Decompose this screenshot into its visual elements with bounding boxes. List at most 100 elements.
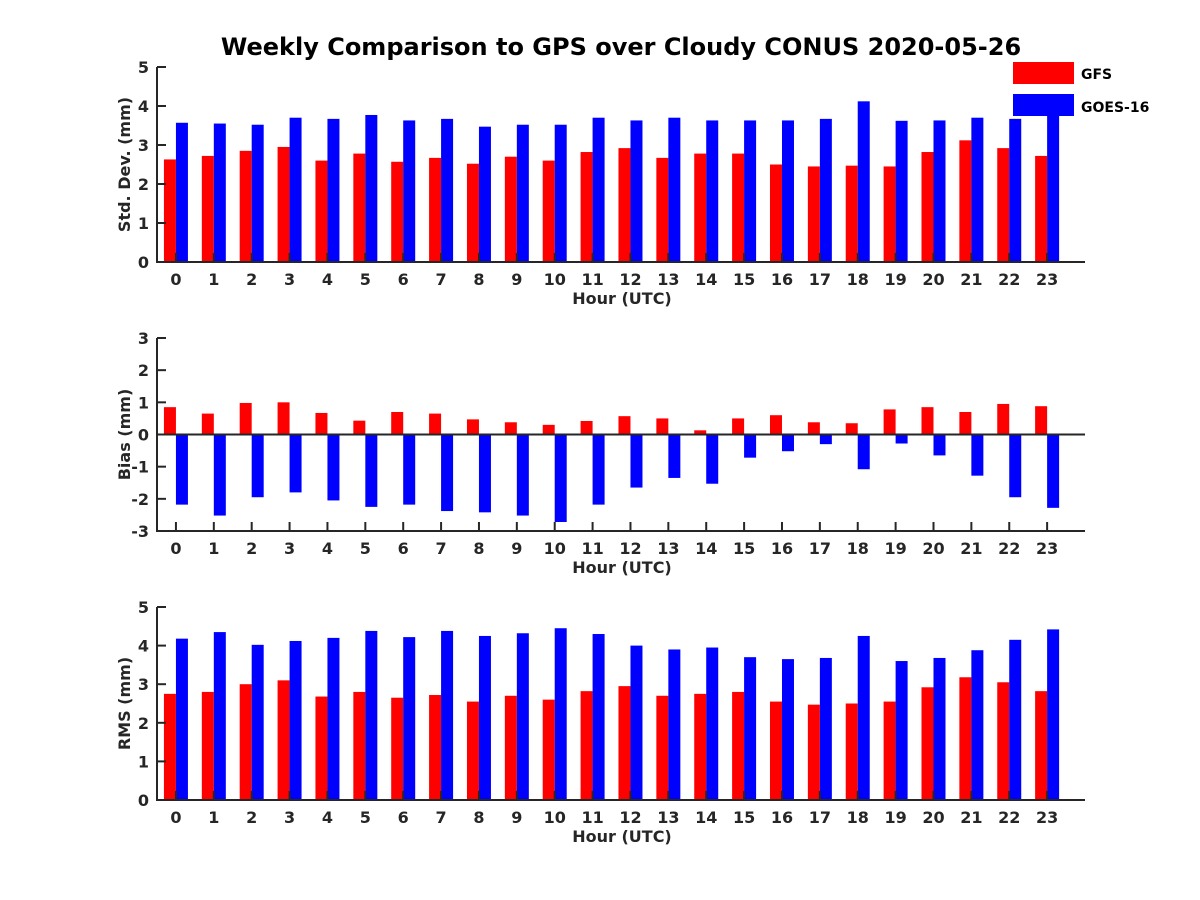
x-tick-label: 1 <box>208 808 219 827</box>
bar-gfs-hour-12 <box>618 148 631 262</box>
x-tick-label: 14 <box>695 270 717 289</box>
y-tick-label: 0 <box>138 253 149 272</box>
bar-gfs-hour-23 <box>1035 406 1048 435</box>
bar-gfs-hour-5 <box>353 420 366 435</box>
y-tick-label: 2 <box>138 175 149 194</box>
bar-gfs-hour-1 <box>201 413 214 435</box>
bar-goes16-hour-0 <box>175 122 188 263</box>
x-tick-label: 17 <box>809 808 831 827</box>
y-tick-label: 3 <box>138 329 149 348</box>
bar-goes16-hour-7 <box>441 630 454 800</box>
bar-gfs-hour-6 <box>391 161 404 262</box>
bar-gfs-hour-13 <box>656 157 669 262</box>
bar-gfs-hour-11 <box>580 691 593 800</box>
bar-goes16-hour-6 <box>403 434 416 505</box>
bar-goes16-hour-17 <box>819 118 832 263</box>
x-tick-label: 0 <box>170 539 181 558</box>
bar-gfs-hour-23 <box>1035 155 1048 262</box>
bar-goes16-hour-4 <box>327 118 340 263</box>
bar-goes16-hour-5 <box>365 114 378 262</box>
bar-goes16-hour-21 <box>971 434 984 476</box>
bar-gfs-hour-19 <box>883 701 896 800</box>
bar-gfs-hour-23 <box>1035 691 1048 800</box>
bar-gfs-hour-19 <box>883 409 896 435</box>
x-tick-label: 20 <box>922 808 944 827</box>
bar-gfs-hour-20 <box>921 407 934 435</box>
bar-goes16-hour-5 <box>365 630 378 800</box>
x-tick-label: 21 <box>960 539 982 558</box>
bar-gfs-hour-6 <box>391 411 404 435</box>
y-axis-label: RMS (mm) <box>115 657 134 750</box>
bar-goes16-hour-23 <box>1047 434 1060 508</box>
bar-goes16-hour-1 <box>213 632 226 800</box>
bar-gfs-hour-16 <box>769 164 782 262</box>
x-tick-label: 2 <box>246 808 257 827</box>
bar-gfs-hour-20 <box>921 152 934 262</box>
x-tick-label: 7 <box>436 270 447 289</box>
x-tick-label: 8 <box>473 539 484 558</box>
bar-gfs-hour-18 <box>845 423 858 435</box>
bar-goes16-hour-16 <box>781 434 794 452</box>
bar-goes16-hour-3 <box>289 640 302 800</box>
x-tick-label: 12 <box>619 808 641 827</box>
bar-goes16-hour-9 <box>516 434 529 516</box>
bar-goes16-hour-12 <box>630 645 643 800</box>
bar-gfs-hour-7 <box>429 413 442 435</box>
bar-goes16-hour-8 <box>478 434 491 513</box>
chart-title: Weekly Comparison to GPS over Cloudy CON… <box>221 33 1021 61</box>
bar-goes16-hour-18 <box>857 101 870 262</box>
x-tick-label: 0 <box>170 808 181 827</box>
bar-goes16-hour-2 <box>251 434 264 498</box>
bar-gfs-hour-7 <box>429 695 442 800</box>
bar-goes16-hour-14 <box>706 647 719 800</box>
x-tick-label: 11 <box>581 808 603 827</box>
bar-goes16-hour-7 <box>441 118 454 263</box>
x-tick-label: 10 <box>544 808 566 827</box>
x-tick-label: 0 <box>170 270 181 289</box>
bar-gfs-hour-17 <box>807 704 820 800</box>
bar-gfs-hour-22 <box>997 148 1010 262</box>
bar-goes16-hour-15 <box>744 434 757 458</box>
bar-goes16-hour-14 <box>706 434 719 484</box>
x-tick-label: 8 <box>473 808 484 827</box>
y-tick-label: 2 <box>138 714 149 733</box>
x-tick-label: 10 <box>544 539 566 558</box>
bar-goes16-hour-6 <box>403 120 416 263</box>
x-tick-label: 12 <box>619 270 641 289</box>
bar-gfs-hour-16 <box>769 415 782 435</box>
x-tick-label: 22 <box>998 539 1020 558</box>
bar-gfs-hour-1 <box>201 691 214 800</box>
bar-goes16-hour-13 <box>668 117 681 262</box>
series-goes16-bars <box>175 434 1060 522</box>
bar-goes16-hour-22 <box>1009 434 1022 498</box>
bar-gfs-hour-2 <box>239 684 252 800</box>
y-tick-label: 4 <box>138 97 149 116</box>
bar-gfs-hour-9 <box>504 156 517 262</box>
bar-goes16-hour-23 <box>1047 629 1060 800</box>
x-tick-label: 3 <box>284 808 295 827</box>
bar-goes16-hour-19 <box>895 434 908 444</box>
bar-goes16-hour-7 <box>441 434 454 512</box>
legend-label-goes16: GOES-16 <box>1081 100 1149 116</box>
series-gfs-bars <box>163 402 1048 435</box>
bar-goes16-hour-6 <box>403 637 416 800</box>
x-tick-label: 2 <box>246 539 257 558</box>
bar-gfs-hour-17 <box>807 422 820 435</box>
x-tick-label: 18 <box>847 270 869 289</box>
bar-gfs-hour-17 <box>807 166 820 262</box>
x-tick-label: 23 <box>1036 270 1058 289</box>
y-axis-label: Bias (mm) <box>115 389 134 481</box>
bar-goes16-hour-0 <box>175 434 188 505</box>
bar-gfs-hour-16 <box>769 701 782 800</box>
bar-gfs-hour-22 <box>997 403 1010 435</box>
legend-swatch-gfs <box>1013 62 1074 84</box>
bar-gfs-hour-11 <box>580 420 593 435</box>
x-tick-label: 22 <box>998 808 1020 827</box>
x-tick-label: 17 <box>809 539 831 558</box>
bar-goes16-hour-16 <box>781 120 794 263</box>
x-tick-label: 20 <box>922 270 944 289</box>
bar-gfs-hour-12 <box>618 416 631 435</box>
bar-gfs-hour-7 <box>429 157 442 262</box>
